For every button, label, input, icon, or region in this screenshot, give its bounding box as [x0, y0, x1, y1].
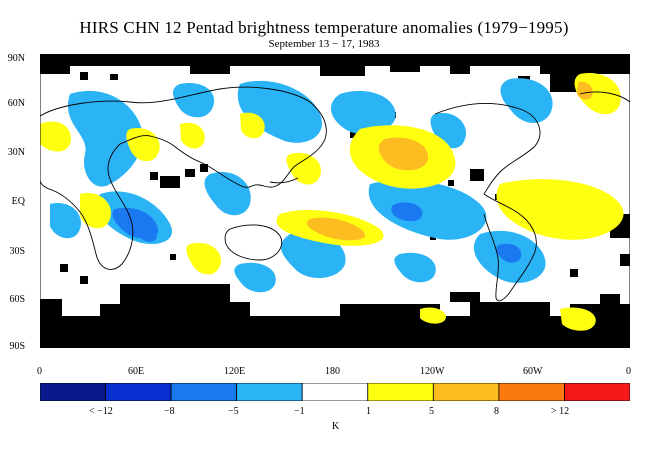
strong-negative-regions — [112, 202, 522, 263]
colorbar — [40, 383, 630, 401]
colorbar-label: 1 — [366, 406, 371, 417]
colorbar-swatch — [40, 383, 106, 401]
map-subtitle: September 13 − 17, 1983 — [268, 38, 380, 50]
colorbar-swatch — [236, 383, 303, 401]
lon-tick-label: 180 — [325, 366, 340, 377]
colorbar-label: > 12 — [551, 406, 570, 417]
lat-tick-label: 90S — [9, 341, 25, 352]
colorbar-swatch — [170, 383, 238, 401]
lon-tick-label: 120W — [420, 366, 445, 377]
colorbar-label: < −12 — [89, 406, 113, 417]
missing-data-south — [40, 284, 630, 348]
negative-anomaly-regions — [50, 78, 601, 293]
lat-tick-label: 30S — [9, 246, 25, 257]
lon-tick-label: 0 — [37, 366, 42, 377]
lon-tick-label: 0 — [626, 366, 631, 377]
lon-tick-label: 60E — [128, 366, 145, 377]
colorbar-swatch — [367, 383, 434, 401]
lat-tick-label: EQ — [11, 196, 25, 207]
strong-positive-regions — [306, 81, 593, 241]
colorbar-label: 5 — [429, 406, 434, 417]
colorbar-swatch — [301, 383, 369, 401]
map-title: HIRS CHN 12 Pentad brightness temperatur… — [79, 18, 569, 37]
lat-tick-label: 60N — [7, 98, 25, 109]
lon-tick-label: 60W — [523, 366, 543, 377]
colorbar-swatch — [432, 383, 500, 401]
colorbar-label: 8 — [494, 406, 499, 417]
colorbar-label: −8 — [164, 406, 175, 417]
colorbar-swatch — [498, 383, 565, 401]
lat-tick-label: 30N — [7, 147, 25, 158]
positive-anomaly-regions — [40, 73, 624, 331]
coastlines — [40, 86, 630, 302]
colorbar-swatch — [564, 383, 630, 401]
lon-tick-label: 120E — [224, 366, 246, 377]
colorbar-unit: K — [332, 421, 340, 432]
colorbar-label: −1 — [294, 406, 305, 417]
colorbar-swatch — [105, 383, 172, 401]
colorbar-label: −5 — [228, 406, 239, 417]
anomaly-map — [40, 54, 630, 348]
lat-tick-label: 60S — [9, 294, 25, 305]
lat-tick-label: 90N — [7, 53, 25, 64]
